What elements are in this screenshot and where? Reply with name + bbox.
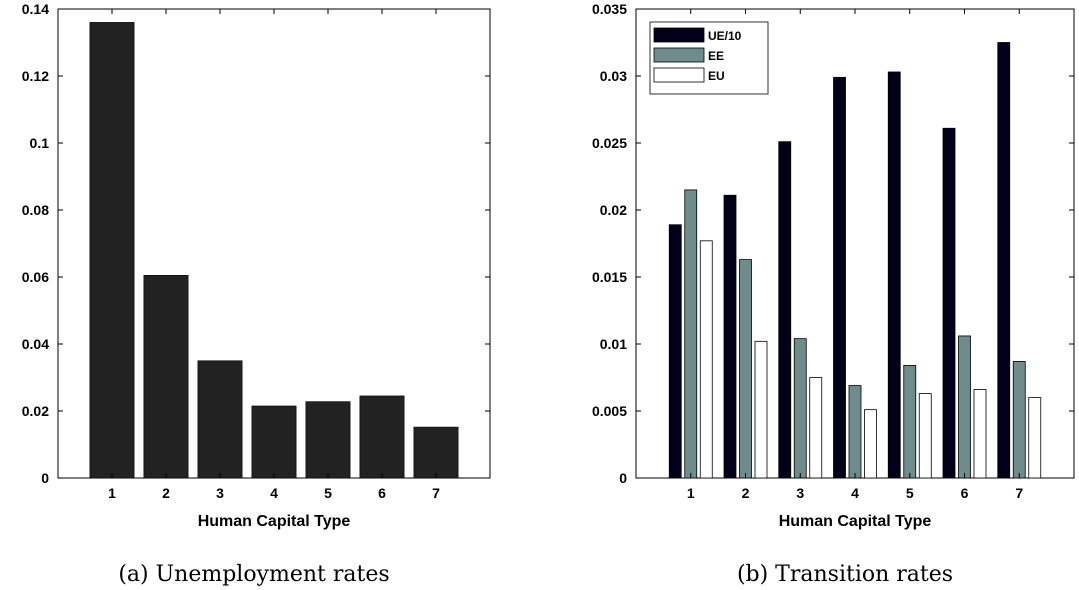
y-tick-label: 0.12 (22, 68, 49, 84)
x-axis-title-a: Human Capital Type (198, 513, 351, 530)
bars-a (89, 22, 459, 479)
bar-type-3 (197, 360, 243, 479)
ticks-a: 0 0.02 0.04 0.06 0.08 0.1 0.12 0.14 1 2 3 4 5 6 7 (22, 1, 490, 501)
y-tick-label: 0.04 (22, 336, 49, 352)
x-tick-label: 5 (906, 485, 914, 501)
x-tick-label: 3 (216, 485, 224, 501)
x-tick-label: 3 (796, 485, 804, 501)
bar-ue-10-type-5 (887, 71, 901, 479)
bar-ee-type-5 (903, 365, 917, 479)
bar-type-1 (89, 22, 135, 479)
y-tick-label: 0.005 (592, 403, 627, 419)
x-tick-label: 1 (108, 485, 116, 501)
y-tick-label: 0.06 (22, 269, 49, 285)
y-tick-label: 0 (619, 470, 627, 486)
ticks-b: 0 0.005 0.01 0.015 0.02 0.025 0.03 0.035 1 2 3 4 5 6 7 (592, 1, 1074, 501)
bar-ue-10-type-2 (723, 194, 737, 479)
x-tick-label: 6 (378, 485, 386, 501)
bar-type-4 (251, 405, 297, 479)
bar-eu-type-3 (809, 377, 823, 479)
x-tick-label: 2 (742, 485, 750, 501)
bar-ee-type-1 (684, 189, 698, 479)
legend-label: EE (708, 49, 724, 63)
caption-b: (b) Transition rates (737, 562, 953, 587)
legend-label: EU (708, 69, 725, 83)
bar-ee-type-3 (793, 338, 807, 479)
legend-label: UE/10 (708, 29, 742, 43)
bar-type-6 (359, 395, 405, 479)
legend-b: UE/10 EE EU (649, 21, 769, 95)
y-tick-label: 0 (41, 470, 49, 486)
bar-eu-type-1 (699, 240, 713, 479)
x-tick-label: 7 (432, 485, 440, 501)
panel-transition-rates: 0 0.005 0.01 0.015 0.02 0.025 0.03 0.035 1 2 3 4 5 6 7… (592, 1, 1075, 587)
bar-eu-type-5 (918, 393, 932, 479)
bar-eu-type-6 (973, 389, 987, 479)
bar-ee-type-4 (848, 385, 862, 479)
y-tick-label: 0.02 (22, 403, 49, 419)
y-tick-label: 0.08 (22, 202, 49, 218)
bar-type-2 (143, 275, 189, 479)
bar-eu-type-7 (1028, 397, 1042, 479)
caption-a: (a) Unemployment rates (118, 562, 389, 587)
bar-ue-10-type-1 (668, 224, 682, 479)
legend-swatch (653, 27, 705, 43)
x-tick-label: 4 (270, 485, 278, 501)
x-axis-title-b: Human Capital Type (779, 513, 932, 530)
bar-eu-type-4 (864, 409, 877, 479)
y-tick-label: 0.01 (600, 336, 627, 352)
bar-ee-type-2 (739, 259, 752, 479)
x-tick-label: 7 (1015, 485, 1023, 501)
legend-swatch (653, 67, 705, 83)
bar-ee-type-7 (1012, 361, 1026, 479)
legend-swatch (653, 47, 705, 63)
bar-ue-10-type-7 (997, 42, 1011, 479)
bar-ue-10-type-4 (833, 76, 846, 479)
y-tick-label: 0.1 (30, 135, 50, 151)
x-tick-label: 2 (162, 485, 170, 501)
x-tick-label: 5 (324, 485, 332, 501)
bar-type-5 (305, 401, 351, 479)
y-tick-label: 0.02 (600, 202, 627, 218)
y-tick-label: 0.025 (592, 135, 627, 151)
y-tick-label: 0.035 (592, 1, 627, 17)
bar-eu-type-2 (754, 340, 768, 479)
panel-unemployment-rates: 0 0.02 0.04 0.06 0.08 0.1 0.12 0.14 1 2 3 4 5 6 7 Huma… (22, 1, 491, 587)
x-tick-label: 1 (687, 485, 695, 501)
bar-type-7 (413, 426, 459, 479)
x-tick-label: 6 (961, 485, 969, 501)
y-tick-label: 0.03 (600, 68, 627, 84)
y-tick-label: 0.14 (22, 1, 49, 17)
y-tick-label: 0.015 (592, 269, 627, 285)
bar-ee-type-6 (958, 335, 971, 479)
bar-ue-10-type-3 (778, 141, 792, 479)
x-tick-label: 4 (851, 485, 859, 501)
bar-ue-10-type-6 (942, 127, 956, 479)
bars-b (668, 42, 1042, 479)
